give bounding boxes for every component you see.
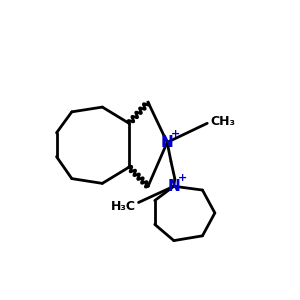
Text: H₃C: H₃C [111, 200, 136, 213]
Text: N: N [167, 179, 180, 194]
Text: +: + [171, 129, 180, 139]
Text: N: N [161, 135, 173, 150]
Text: CH₃: CH₃ [210, 115, 235, 128]
Text: +: + [178, 173, 187, 183]
